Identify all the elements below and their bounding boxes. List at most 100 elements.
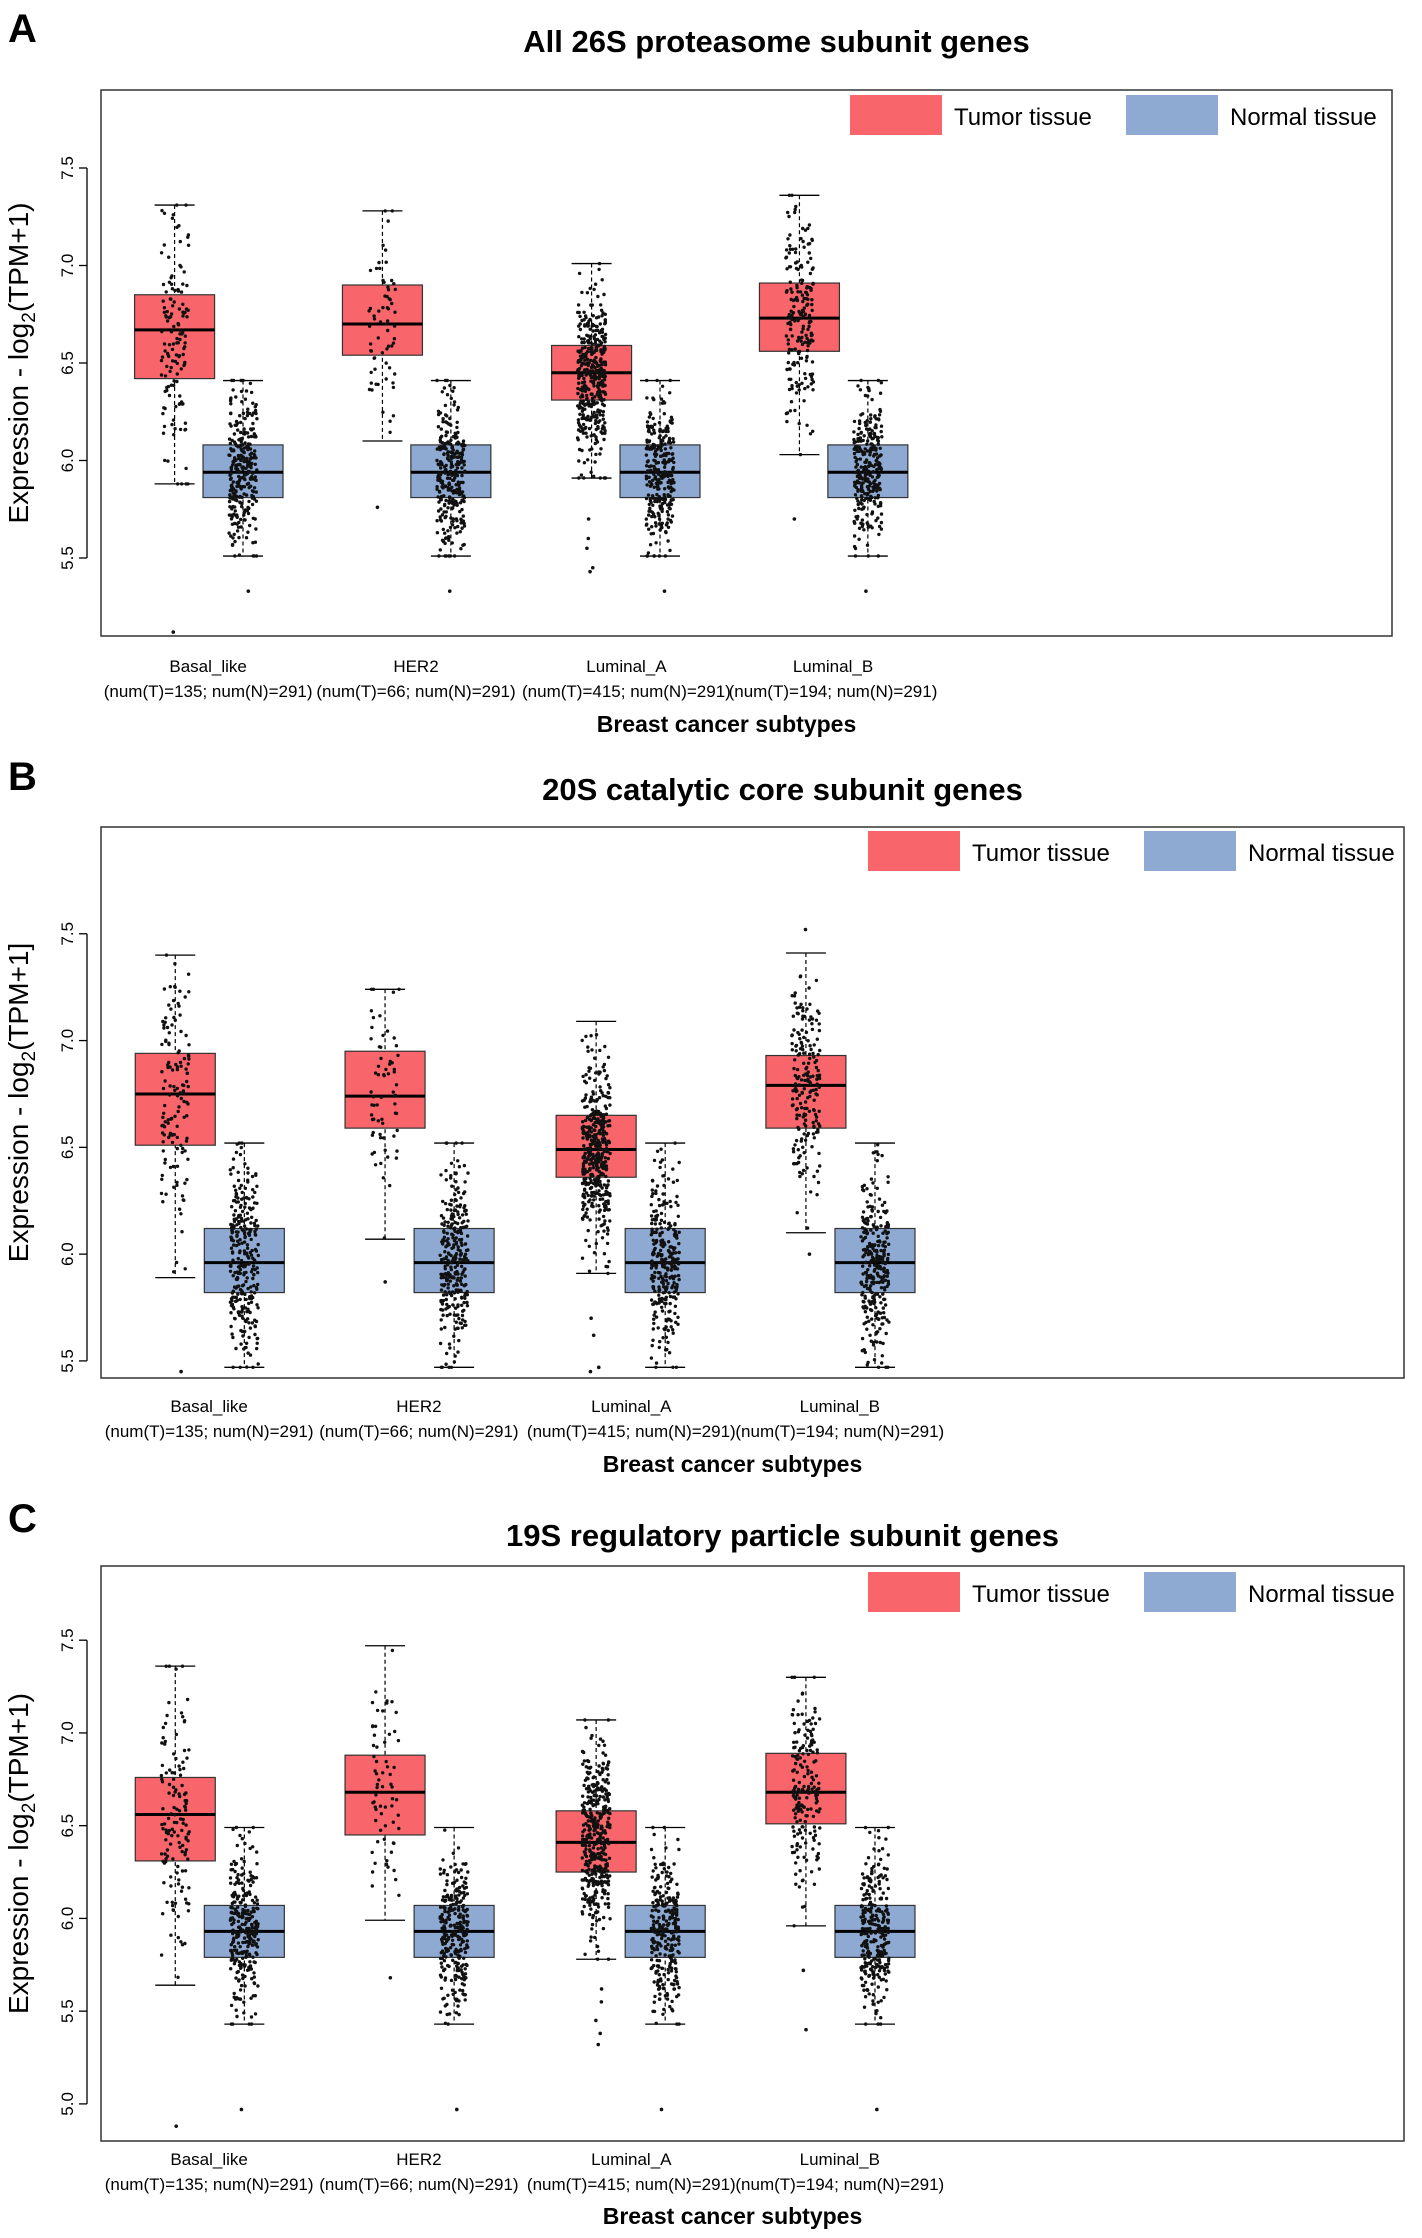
data-point [863, 1270, 868, 1275]
data-point [255, 468, 259, 472]
x-axis-label: Breast cancer subtypes [597, 711, 857, 737]
data-point [464, 1260, 469, 1264]
data-point [247, 1933, 251, 1937]
data-point [451, 1256, 456, 1260]
data-point [606, 1271, 610, 1276]
data-point [460, 1977, 464, 1981]
data-point [672, 460, 676, 465]
data-point [449, 396, 453, 401]
data-point [251, 1906, 255, 1911]
data-point [809, 1015, 813, 1019]
data-point [251, 1264, 256, 1268]
data-point [450, 1212, 454, 1216]
data-point [651, 478, 655, 482]
data-point [870, 1290, 874, 1295]
data-point [186, 1062, 190, 1066]
data-point [803, 1106, 807, 1111]
data-point [387, 366, 392, 370]
data-point [444, 433, 448, 438]
data-point [386, 344, 391, 348]
data-point [810, 1022, 814, 1026]
data-point [227, 437, 232, 441]
data-point [237, 1284, 241, 1288]
data-point [463, 1947, 467, 1951]
data-point [242, 510, 247, 514]
panel-a: A All 26S proteasome subunit genes5.56.06… [3, 7, 1393, 737]
data-point [790, 1033, 794, 1038]
data-point [163, 374, 168, 378]
data-point [607, 1259, 611, 1264]
outlier-point [596, 1365, 601, 1370]
data-point [582, 461, 587, 465]
data-point [241, 1886, 245, 1891]
data-point [162, 1822, 167, 1826]
data-point [446, 1258, 450, 1263]
data-point [459, 1252, 463, 1256]
data-point [660, 1296, 664, 1301]
data-point [586, 341, 591, 345]
data-point [442, 386, 447, 390]
y-tick-label: 6.5 [58, 1814, 77, 1838]
data-point [248, 1227, 252, 1232]
data-point [652, 554, 656, 558]
data-point [659, 1274, 663, 1279]
data-point [885, 1221, 889, 1225]
data-point [174, 1260, 179, 1265]
data-point [165, 1848, 170, 1852]
data-point [671, 478, 675, 482]
data-point [811, 1088, 815, 1093]
data-point [645, 460, 650, 464]
data-point [236, 1925, 241, 1930]
data-point [449, 1253, 453, 1258]
data-point [396, 1053, 400, 1058]
category-counts: (num(T)=194; num(N)=291) [729, 682, 938, 701]
data-point [255, 1945, 260, 1949]
data-point [872, 444, 876, 448]
data-point [240, 1228, 244, 1232]
data-point [254, 403, 258, 407]
data-point [582, 1144, 586, 1148]
data-point [238, 1264, 242, 1268]
data-point [658, 1339, 662, 1344]
data-point [384, 377, 388, 381]
data-point [862, 1220, 866, 1224]
data-point [231, 1335, 235, 1340]
data-point [789, 287, 793, 291]
data-point [591, 1092, 596, 1096]
data-point [238, 1833, 242, 1838]
outlier-point [807, 1252, 812, 1256]
data-point [590, 1157, 594, 1161]
data-point [369, 349, 373, 353]
data-point [179, 265, 183, 269]
data-point [252, 1971, 256, 1975]
data-point [443, 1976, 448, 1980]
data-point [238, 1271, 242, 1276]
data-point [598, 413, 602, 417]
data-point [369, 1009, 374, 1013]
data-point [856, 438, 861, 442]
data-point [600, 1160, 605, 1165]
data-point [396, 1813, 400, 1817]
data-point [369, 987, 374, 991]
data-point [251, 1825, 255, 1830]
data-point [870, 512, 874, 516]
data-point [255, 1952, 259, 1957]
data-point [583, 1147, 587, 1151]
data-point [596, 1158, 600, 1162]
data-point [249, 1290, 253, 1294]
data-point [374, 266, 379, 271]
data-point [183, 427, 188, 432]
data-point [862, 1183, 867, 1188]
data-point [239, 430, 243, 435]
data-point [863, 447, 867, 451]
tumor-box-luminal-a [550, 261, 633, 574]
data-point [448, 1291, 452, 1296]
data-point [675, 1282, 679, 1287]
data-point [806, 1131, 811, 1136]
outlier-point [454, 2107, 459, 2112]
data-point [446, 1993, 450, 1998]
data-point [602, 426, 606, 430]
data-point [370, 1133, 375, 1137]
data-point [589, 1034, 593, 1038]
data-point [458, 1912, 462, 1916]
